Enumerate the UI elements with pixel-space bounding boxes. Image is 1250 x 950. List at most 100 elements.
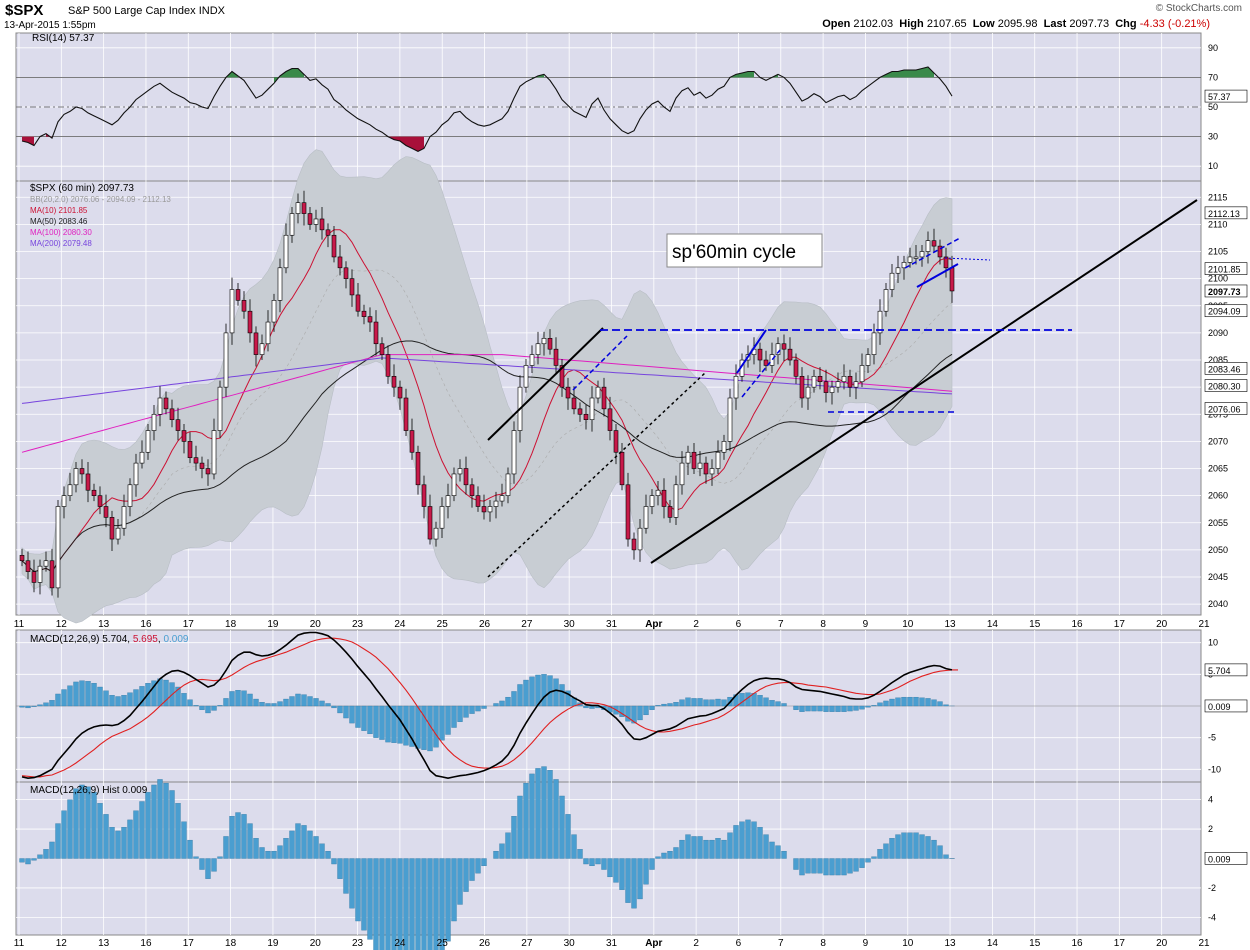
macd-hist-bar (919, 697, 925, 707)
candle-body (67, 484, 73, 496)
macd-hist-bar (451, 705, 457, 728)
hist-bar (463, 858, 469, 892)
macd-hist-bar (913, 696, 919, 707)
x-tick-label: 18 (225, 619, 237, 630)
hist-bar (799, 858, 805, 876)
hist-bar (445, 858, 451, 942)
macd-hist-bar (769, 700, 775, 707)
x-tick-label-bottom: 10 (902, 938, 914, 949)
hist-bar (229, 816, 235, 859)
candle-body (277, 267, 283, 301)
candle-body (55, 506, 61, 589)
macd-hist-bar (355, 705, 361, 728)
candle-body (139, 451, 145, 464)
candle-body (757, 348, 763, 361)
macd-hist-bar (127, 692, 133, 707)
candle-body (421, 484, 427, 507)
hist-bar (925, 836, 931, 859)
macd-hist-bar (559, 684, 565, 707)
candle-body (475, 495, 481, 507)
hist-bar (145, 792, 151, 859)
hist-bar (235, 812, 241, 859)
macd-hist-bar (721, 699, 727, 707)
candle-body (547, 338, 553, 350)
ma10-value-label: 2101.85 (1208, 265, 1241, 275)
hist-bar (475, 858, 481, 874)
rsi-extreme-fill (904, 70, 910, 78)
macd-hist-bar (193, 705, 199, 707)
hist-bar (745, 819, 751, 859)
macd-hist-bar (667, 703, 673, 707)
hist-bar (673, 847, 679, 859)
x-tick-label-bottom: 19 (267, 938, 279, 949)
last-price-label-box (1204, 284, 1248, 298)
price-legend: $SPX (60 min) 2097.73 (30, 183, 134, 194)
macd-hist-bar (247, 693, 253, 707)
candle-body (625, 484, 631, 540)
hist-bar (865, 858, 871, 863)
candle-body (145, 430, 151, 453)
candle-body (397, 386, 403, 399)
candle-body (193, 457, 199, 464)
candle-body (337, 256, 343, 269)
candle-body (121, 506, 127, 529)
rsi-value-label: 57.37 (1208, 92, 1231, 102)
hist-bar (727, 832, 733, 859)
macd-hist-bar (19, 705, 25, 708)
macd-hist-bar (685, 697, 691, 707)
bollinger-band (21, 149, 953, 624)
hist-bar (565, 814, 571, 859)
candle-body (697, 462, 703, 469)
candle-body (601, 386, 607, 410)
candle-body (775, 343, 781, 355)
hist-bar (403, 858, 409, 950)
macd-hist-bar (319, 700, 325, 707)
hist-bar (919, 834, 925, 859)
hist-bar (901, 832, 907, 859)
macd-hist-bar (331, 705, 337, 709)
candle-body (307, 213, 313, 225)
ma100-value-label: 2080.30 (1208, 382, 1241, 392)
x-tick-label-bottom: 8 (820, 938, 826, 949)
candle-body (85, 473, 91, 491)
hist-bar (409, 858, 415, 950)
hist-bar (859, 858, 865, 868)
hist-bar (349, 858, 355, 909)
hist-bar (853, 858, 859, 872)
macd-hist-bar (511, 691, 517, 707)
candle-body (181, 430, 187, 442)
chart-header: $SPX S&P 500 Large Cap Index INDX 13-Apr… (0, 0, 1250, 32)
macd-hist-value-label: 0.009 (1208, 702, 1231, 712)
hist-bar (595, 858, 601, 865)
hist-bar (121, 827, 127, 859)
candle-body (133, 462, 139, 486)
candle-body (151, 413, 157, 431)
x-tick-label: 15 (1029, 619, 1041, 630)
hist-y-tick: 2 (1208, 824, 1213, 834)
macd-value-label: 5.704 (1208, 666, 1231, 676)
candle-body (247, 310, 253, 334)
macd-hist-bar (73, 681, 79, 707)
macd-hist-bar (871, 705, 877, 707)
hist-bar (133, 810, 139, 859)
rsi-extreme-fill (910, 70, 916, 78)
hist-bar (241, 814, 247, 859)
hist-bar (685, 834, 691, 859)
x-tick-label-bottom: 6 (736, 938, 742, 949)
candle-body (691, 451, 697, 469)
rsi-y-tick: 10 (1208, 161, 1218, 171)
candle-body (457, 468, 463, 475)
rsi-y-tick: 30 (1208, 132, 1218, 142)
macd-hist-bar (139, 686, 145, 707)
candle-body (619, 451, 625, 486)
candle-body (211, 430, 217, 475)
candle-body (313, 218, 319, 225)
x-tick-label: Apr (645, 619, 662, 630)
candle-body (361, 310, 367, 317)
hist-bar (277, 845, 283, 859)
hist-bar (817, 858, 823, 874)
price-y-tick: 2050 (1208, 545, 1228, 555)
hist-bar (427, 858, 433, 950)
hist-bar (637, 858, 643, 900)
candle-body (943, 256, 949, 269)
